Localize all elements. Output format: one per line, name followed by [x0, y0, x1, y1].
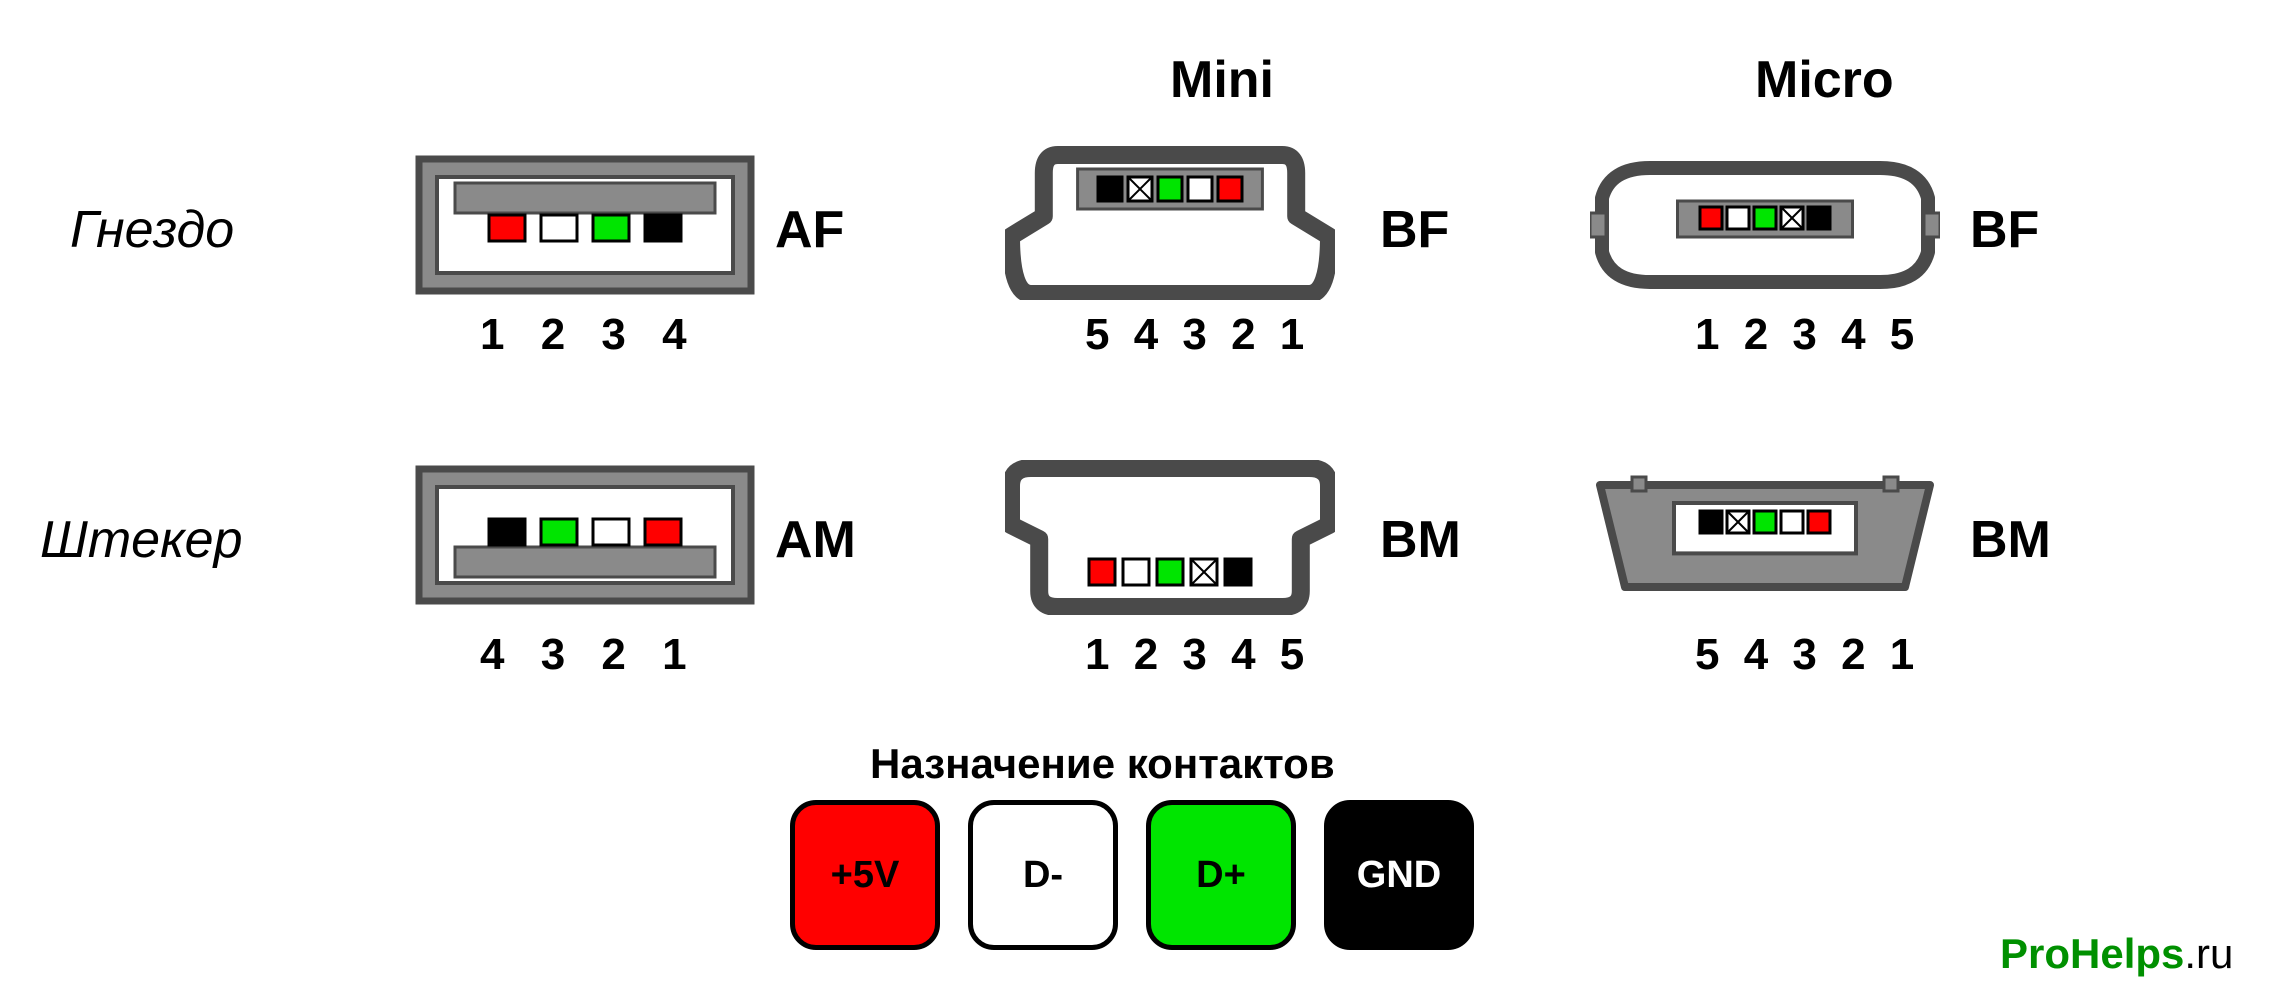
legend-title: Назначение контактов — [870, 740, 1335, 788]
legend-item: +5V — [790, 800, 940, 950]
row-label-plug: Штекер — [40, 510, 243, 570]
code-am: AM — [775, 510, 856, 570]
pins-bf-micro: 1 2 3 4 5 — [1695, 310, 1920, 360]
connector-bf-micro — [1590, 160, 1940, 290]
pins-bm-mini: 1 2 3 4 5 — [1085, 630, 1310, 680]
diagram-root: Mini Micro Гнездо Штекер AF BF BF AM BM … — [0, 0, 2274, 988]
watermark-green: ProHelps — [2000, 930, 2184, 977]
legend-item: GND — [1324, 800, 1474, 950]
connector-bf-mini — [1005, 145, 1335, 300]
code-bm-micro: BM — [1970, 510, 2051, 570]
connector-af — [415, 155, 755, 295]
code-af: AF — [775, 200, 844, 260]
pins-am: 4 3 2 1 — [480, 630, 699, 680]
connector-bm-mini — [1005, 460, 1335, 615]
legend-item: D- — [968, 800, 1118, 950]
connector-am — [415, 465, 755, 605]
pins-af: 1 2 3 4 — [480, 310, 699, 360]
watermark: ProHelps.ru — [2000, 930, 2233, 978]
pins-bf-mini: 5 4 3 2 1 — [1085, 310, 1310, 360]
col-header-micro: Micro — [1755, 50, 1894, 110]
legend-row: +5VD-D+GND — [790, 800, 1474, 950]
code-bf-mini: BF — [1380, 200, 1449, 260]
legend-item: D+ — [1146, 800, 1296, 950]
connector-bm-micro — [1590, 475, 1940, 595]
watermark-black: .ru — [2184, 930, 2233, 977]
pins-bm-micro: 5 4 3 2 1 — [1695, 630, 1920, 680]
code-bf-micro: BF — [1970, 200, 2039, 260]
row-label-socket: Гнездо — [70, 200, 234, 260]
code-bm-mini: BM — [1380, 510, 1461, 570]
col-header-mini: Mini — [1170, 50, 1274, 110]
